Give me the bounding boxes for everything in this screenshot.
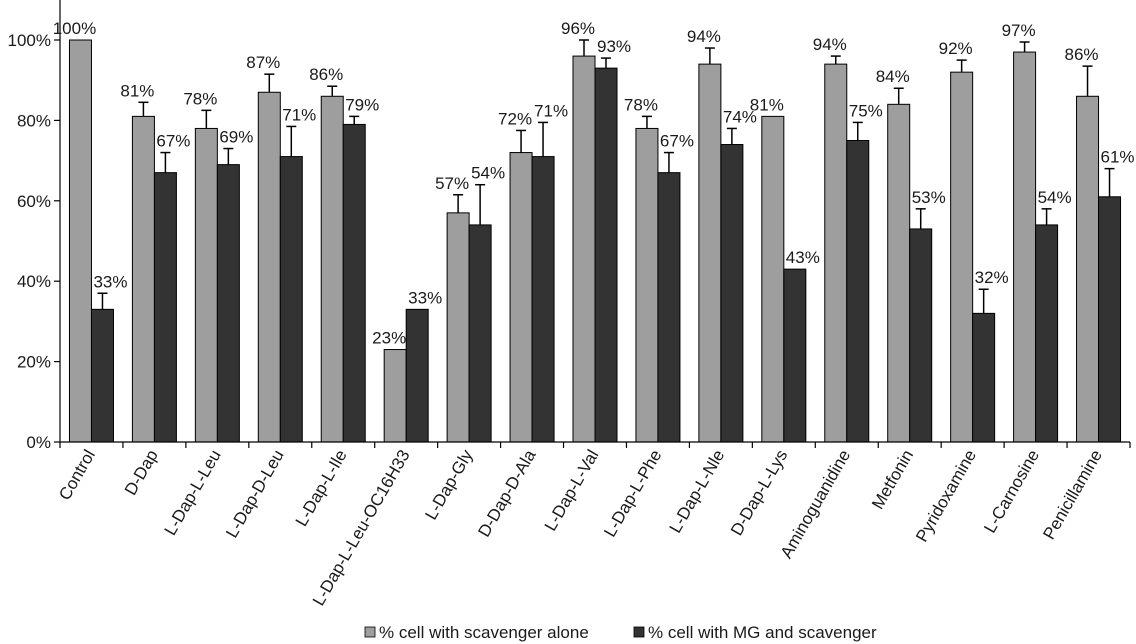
data-label: 61% <box>1101 148 1135 167</box>
x-category-label: D-Dap-D-Ala <box>474 446 539 540</box>
data-label: 96% <box>561 19 595 38</box>
y-tick-label: 100% <box>8 31 51 50</box>
bar-scavenger-alone <box>950 71 974 443</box>
y-axis: 0% 20% 40% 60% 80% 100% <box>8 0 61 452</box>
y-tick-label: 40% <box>17 272 51 291</box>
legend-swatch-mg-and-scavenger <box>633 626 645 638</box>
x-category-label: L-Carnosine <box>980 447 1043 537</box>
data-label: 54% <box>1038 188 1072 207</box>
data-label: 72% <box>498 109 532 128</box>
bar-mg-and-scavenger <box>1098 196 1122 443</box>
data-label: 54% <box>471 164 505 183</box>
x-category-label: D-Dap <box>121 447 162 499</box>
x-category-label: L-Dap-L-Leu <box>161 447 225 539</box>
data-label: 33% <box>93 272 127 291</box>
x-category-label: Pyridoxamine <box>912 446 980 545</box>
bar-scavenger-alone <box>131 115 155 443</box>
y-tick-label: 80% <box>17 111 51 130</box>
bar-mg-and-scavenger <box>405 308 429 443</box>
data-label: 74% <box>723 107 757 126</box>
y-tick-label: 20% <box>17 353 51 372</box>
bar-mg-and-scavenger <box>90 308 114 443</box>
x-category-label: D-Dap-L-Lys <box>727 447 791 539</box>
bar-mg-and-scavenger <box>468 224 492 443</box>
data-label: 33% <box>408 288 442 307</box>
bar-scavenger-alone <box>572 55 596 443</box>
data-label: 81% <box>120 81 154 100</box>
data-label: 92% <box>939 39 973 58</box>
data-label: 97% <box>1002 21 1036 40</box>
data-label: 94% <box>813 35 847 54</box>
x-category-label: L-Dap-L-Val <box>541 447 603 535</box>
x-category-label: Control <box>55 447 99 504</box>
x-category-label: L-Dap-Gly <box>421 446 476 523</box>
x-category-label: L-Dap-L-Ile <box>292 447 351 530</box>
data-label: 67% <box>660 132 694 151</box>
bar-mg-and-scavenger <box>594 67 618 443</box>
bar-mg-and-scavenger <box>972 312 996 443</box>
bar-scavenger-alone <box>761 115 785 443</box>
bar-scavenger-alone <box>194 127 218 443</box>
data-label: 71% <box>282 105 316 124</box>
x-category-label: L-Dap-L-Phe <box>600 447 665 541</box>
bar-scavenger-alone <box>887 103 911 443</box>
bar-mg-and-scavenger <box>846 140 870 443</box>
data-label: 32% <box>975 268 1009 287</box>
bar-scavenger-alone <box>446 212 470 443</box>
legend: % cell with scavenger alone % cell with … <box>364 623 877 642</box>
data-label: 23% <box>372 329 406 348</box>
data-label: 69% <box>219 128 253 147</box>
legend-label-mg-and-scavenger: % cell with MG and scavenger <box>648 623 877 642</box>
bar-scavenger-alone <box>383 349 407 443</box>
x-category-label: Metfonin <box>868 447 917 513</box>
data-label: 71% <box>534 101 568 120</box>
bar-scavenger-alone <box>509 152 533 443</box>
y-tick-label: 0% <box>26 433 51 452</box>
bar-scavenger-alone <box>320 95 344 443</box>
data-label: 100% <box>53 19 96 38</box>
x-category-label: L-Dap-D-Leu <box>222 447 288 542</box>
x-category-label: Aminoguanidine <box>777 447 854 562</box>
bar-scavenger-alone <box>257 91 281 443</box>
legend-label-scavenger-alone: % cell with scavenger alone <box>379 623 589 642</box>
data-label: 86% <box>1065 45 1099 64</box>
legend-swatch-scavenger-alone <box>364 626 376 638</box>
data-label: 84% <box>876 67 910 86</box>
bar-mg-and-scavenger <box>153 172 177 443</box>
data-label: 94% <box>687 27 721 46</box>
data-label: 57% <box>435 174 469 193</box>
data-label: 43% <box>786 248 820 267</box>
data-label: 75% <box>849 101 883 120</box>
bar-scavenger-alone <box>68 39 92 443</box>
x-category-label: Penicillamine <box>1039 447 1106 543</box>
bar-scavenger-alone <box>824 63 848 443</box>
bar-mg-and-scavenger <box>531 156 555 443</box>
data-label: 78% <box>624 95 658 114</box>
data-label: 53% <box>912 188 946 207</box>
bar-scavenger-alone <box>1076 95 1100 443</box>
data-label: 81% <box>750 95 784 114</box>
data-label: 67% <box>156 132 190 151</box>
bar-mg-and-scavenger <box>720 144 744 443</box>
bar-mg-and-scavenger <box>783 268 807 443</box>
data-label: 86% <box>309 65 343 84</box>
bar-mg-and-scavenger <box>216 164 240 443</box>
bar-mg-and-scavenger <box>1035 224 1059 443</box>
bar-scavenger-alone <box>1013 51 1037 443</box>
bar-mg-and-scavenger <box>279 156 303 443</box>
data-label: 87% <box>246 53 280 72</box>
y-tick-label: 60% <box>17 192 51 211</box>
bar-mg-and-scavenger <box>342 123 366 443</box>
bar-scavenger-alone <box>635 127 659 443</box>
bar-mg-and-scavenger <box>909 228 933 443</box>
x-category-label: L-Dap-L-Nle <box>666 447 729 537</box>
bar-mg-and-scavenger <box>657 172 681 443</box>
bar-scavenger-alone <box>698 63 722 443</box>
bars: 100%33%81%67%78%69%87%71%86%79%23%33%57%… <box>53 19 1135 443</box>
data-label: 79% <box>345 95 379 114</box>
data-label: 78% <box>183 89 217 108</box>
data-label: 93% <box>597 37 631 56</box>
